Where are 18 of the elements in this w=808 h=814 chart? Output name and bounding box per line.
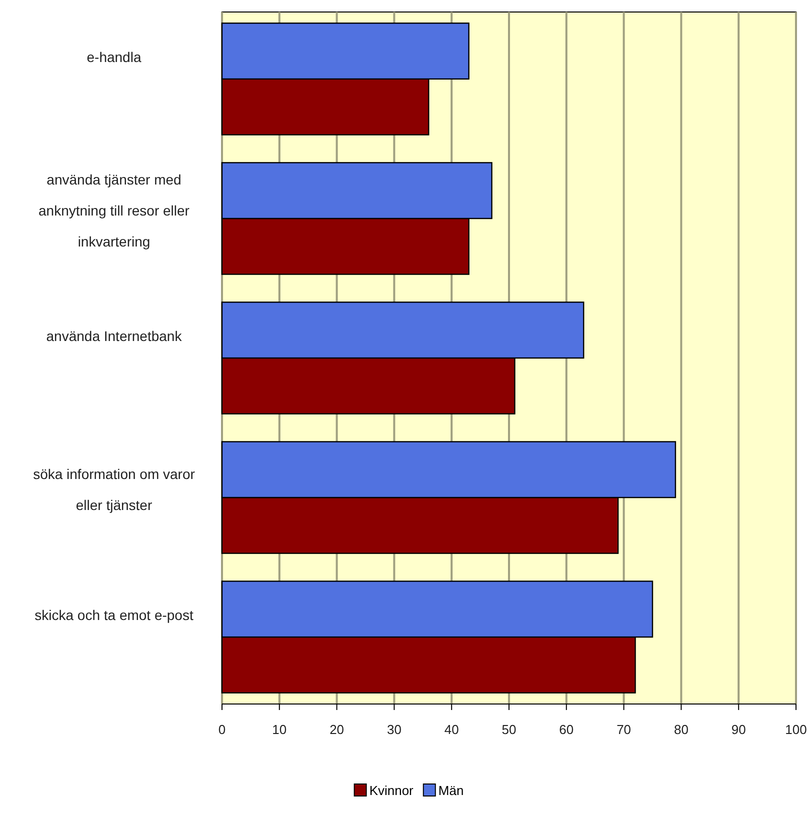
x-tick-label: 70 — [616, 722, 632, 737]
y-tick-label: skicka och ta emot e-post — [34, 606, 194, 623]
y-tick-label: söka information om varor eller tjänster — [33, 466, 196, 513]
x-tick-label: 80 — [674, 722, 688, 737]
x-tick-label: 60 — [559, 722, 574, 737]
x-tick-label: 20 — [330, 722, 344, 737]
x-tick-label: 100 — [785, 722, 807, 737]
x-tick-label: 0 — [218, 722, 226, 737]
x-tick-label: 50 — [502, 722, 516, 737]
x-tick-label: 40 — [444, 722, 459, 737]
y-tick-label: använda tjänster med anknytning till resor eller inkvartering — [38, 171, 190, 250]
x-tick-label: 30 — [386, 722, 402, 737]
x-tick-label: 10 — [272, 722, 287, 737]
y-tick-label: e-handla — [86, 48, 142, 65]
y-tick-label: använda Internetbank — [46, 328, 183, 344]
legend-label: Män — [438, 783, 464, 798]
legend-label: Kvinnor — [369, 783, 414, 798]
x-tick-label: 90 — [731, 722, 746, 737]
